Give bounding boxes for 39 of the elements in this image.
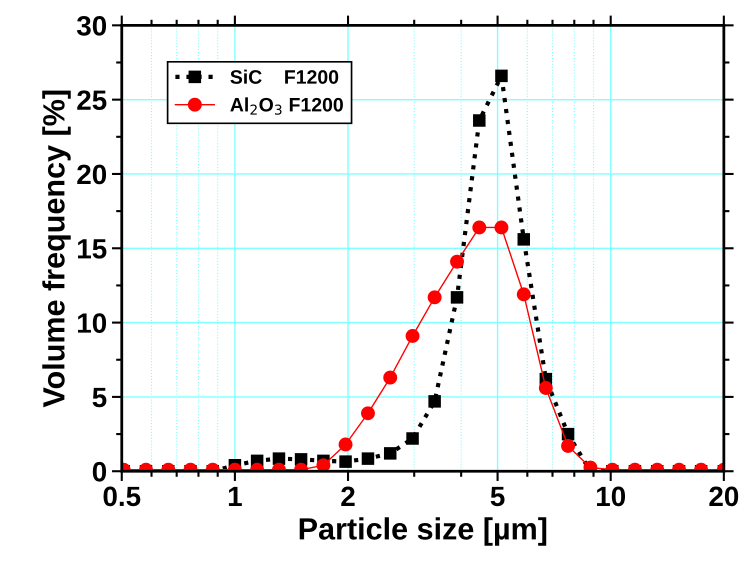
- x-tick-label: 1: [228, 486, 242, 506]
- point: [384, 447, 396, 460]
- point: [472, 220, 486, 234]
- point: [538, 381, 553, 395]
- point: [561, 439, 575, 453]
- point: [338, 438, 353, 452]
- x-tick-label: 10: [597, 486, 626, 506]
- x-tick-label: 5: [490, 486, 505, 506]
- legend-label: Al$_{2}$O$_{3}$ F1200: [230, 97, 343, 115]
- y-tick-label: 10: [78, 313, 106, 333]
- x-tick-label: 2: [341, 486, 355, 506]
- point: [428, 395, 441, 408]
- point: [428, 290, 442, 304]
- y-tick-label: 5: [92, 388, 106, 408]
- x-tick-label: 20: [709, 486, 738, 506]
- point: [361, 406, 375, 420]
- point: [516, 287, 531, 302]
- x-axis-title: Particle size [µm]: [300, 517, 546, 546]
- y-tick-label: 30: [76, 16, 106, 36]
- point: [406, 432, 419, 445]
- point: [495, 70, 508, 82]
- point: [450, 254, 464, 269]
- point: [494, 220, 508, 234]
- point: [406, 329, 420, 343]
- point: [383, 370, 398, 385]
- point: [473, 114, 486, 127]
- y-tick-label: 15: [78, 239, 106, 259]
- point: [339, 455, 352, 468]
- point: [272, 452, 286, 465]
- y-axis-title: Volume frequency [%]: [42, 90, 71, 408]
- y-tick-label: 20: [77, 164, 106, 184]
- point: [450, 291, 464, 304]
- y-tick-label: 25: [77, 90, 106, 110]
- x-tick-label: 0.5: [104, 486, 140, 506]
- point: [316, 458, 330, 472]
- point: [362, 452, 374, 465]
- y-tick-label: 0: [92, 462, 106, 482]
- legend-label: SiC F1200: [230, 70, 338, 84]
- point: [518, 233, 530, 246]
